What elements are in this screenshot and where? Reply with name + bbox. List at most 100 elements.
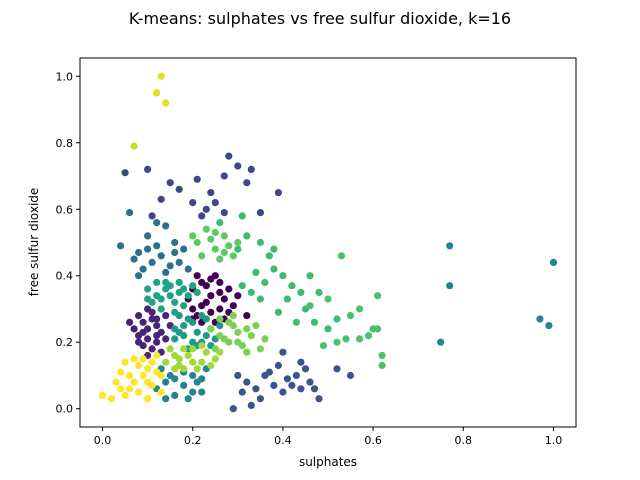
cluster-11-point-17 (229, 312, 237, 320)
cluster-10-point-0 (193, 238, 201, 247)
cluster-5-point-13 (171, 375, 179, 383)
cluster-8-point-0 (238, 282, 246, 290)
cluster-1-point-20 (144, 335, 152, 343)
cluster-3-point-6 (288, 381, 296, 389)
cluster-12-point-4 (198, 358, 206, 366)
cluster-10-point-10 (234, 238, 242, 247)
cluster-15-point-21 (157, 388, 165, 396)
cluster-12-point-7 (184, 351, 192, 360)
cluster-4-point-1 (117, 242, 125, 250)
cluster-5-point-16 (198, 375, 206, 383)
cluster-3-point-8 (306, 378, 314, 386)
cluster-15-point-19 (117, 368, 125, 376)
cluster-3-point-11 (265, 368, 273, 376)
cluster-10-point-4 (229, 252, 237, 260)
cluster-8-point-5 (256, 295, 264, 303)
cluster-3-point-21 (229, 405, 237, 413)
cluster-6-point-19 (193, 288, 201, 296)
x-axis: 0.0 0.2 0.4 0.6 0.8 1.0 (94, 427, 562, 447)
cluster-4-point-13 (153, 219, 161, 227)
cluster-4-point-6 (171, 238, 179, 247)
cluster-15-point-8 (139, 355, 147, 363)
cluster-10-point-5 (198, 252, 206, 260)
cluster-3-point-1 (243, 378, 251, 386)
cluster-2-point-15 (198, 212, 206, 220)
cluster-7-point-15 (216, 322, 224, 330)
cluster-0-point-9 (189, 305, 197, 313)
cluster-14-point-0 (157, 72, 165, 80)
cluster-12-point-0 (162, 358, 170, 366)
cluster-2-point-18 (202, 205, 210, 213)
cluster-15-point-14 (144, 395, 152, 403)
cluster-2-point-7 (234, 162, 242, 170)
cluster-1-point-17 (153, 332, 161, 340)
cluster-8-point-1 (252, 268, 260, 276)
cluster-8-point-15 (324, 325, 332, 333)
cluster-10-point-12 (220, 248, 228, 257)
cluster-7-point-10 (180, 322, 188, 330)
cluster-14-point-1 (153, 89, 161, 97)
cluster-12-point-13 (189, 358, 197, 366)
cluster-2-point-17 (243, 179, 251, 187)
cluster-8-point-20 (243, 232, 251, 240)
cluster-6-point-14 (189, 282, 197, 290)
cluster-2-point-2 (166, 179, 174, 187)
cluster-15-point-18 (148, 358, 156, 366)
cluster-3-point-17 (292, 371, 300, 380)
cluster-8-point-14 (310, 318, 319, 326)
cluster-5-point-3 (180, 381, 188, 389)
cluster-4-point-4 (153, 242, 161, 250)
cluster-10-point-11 (211, 228, 219, 237)
cluster-15-point-3 (126, 371, 134, 380)
cluster-1-point-21 (153, 322, 161, 330)
cluster-2-point-12 (220, 209, 228, 217)
cluster-6-point-7 (175, 278, 183, 286)
x-tick-label: 0.2 (184, 434, 202, 447)
cluster-8-point-8 (297, 288, 305, 296)
cluster-5-point-17 (446, 242, 454, 250)
cluster-3-point-12 (274, 361, 282, 370)
cluster-3-point-14 (301, 365, 310, 373)
cluster-5-point-5 (198, 388, 206, 396)
cluster-11-point-7 (229, 322, 237, 330)
cluster-9-point-12 (306, 302, 314, 310)
cluster-8-point-11 (283, 295, 291, 303)
cluster-9-point-6 (356, 335, 364, 343)
cluster-11-point-13 (234, 328, 242, 336)
cluster-5-point-4 (189, 371, 197, 380)
y-tick-label: 0.0 (56, 403, 74, 416)
cluster-9-point-14 (333, 338, 341, 346)
cluster-5-point-1 (162, 378, 170, 386)
cluster-8-point-9 (306, 272, 314, 280)
cluster-0-point-22 (207, 275, 215, 283)
cluster-3-point-2 (252, 385, 260, 393)
cluster-5-point-22 (437, 338, 445, 346)
cluster-9-point-13 (319, 342, 328, 350)
cluster-15-point-1 (108, 395, 116, 403)
cluster-2-point-19 (148, 212, 156, 220)
cluster-9-point-11 (324, 295, 332, 303)
cluster-0-point-16 (229, 302, 237, 310)
cluster-0-point-10 (234, 292, 242, 300)
cluster-9-point-1 (356, 305, 364, 313)
cluster-8-point-17 (315, 288, 323, 296)
cluster-4-point-8 (148, 258, 156, 266)
cluster-1-point-4 (148, 345, 156, 353)
cluster-0-point-6 (225, 285, 233, 293)
cluster-4-point-18 (135, 272, 143, 280)
cluster-11-point-15 (261, 335, 269, 343)
cluster-3-point-20 (346, 371, 355, 380)
cluster-3-point-7 (297, 385, 305, 393)
cluster-5-point-15 (189, 388, 197, 396)
cluster-1-point-23 (148, 315, 156, 323)
cluster-0-point-24 (198, 302, 206, 310)
cluster-8-point-18 (270, 245, 278, 253)
cluster-2-point-4 (193, 175, 201, 183)
cluster-9-point-5 (374, 325, 382, 333)
cluster-1-point-15 (135, 338, 143, 346)
cluster-8-point-4 (247, 288, 255, 296)
cluster-2-point-1 (144, 165, 152, 173)
cluster-11-point-16 (243, 348, 251, 356)
cluster-3-point-23 (297, 358, 305, 366)
cluster-8-point-23 (238, 212, 246, 220)
